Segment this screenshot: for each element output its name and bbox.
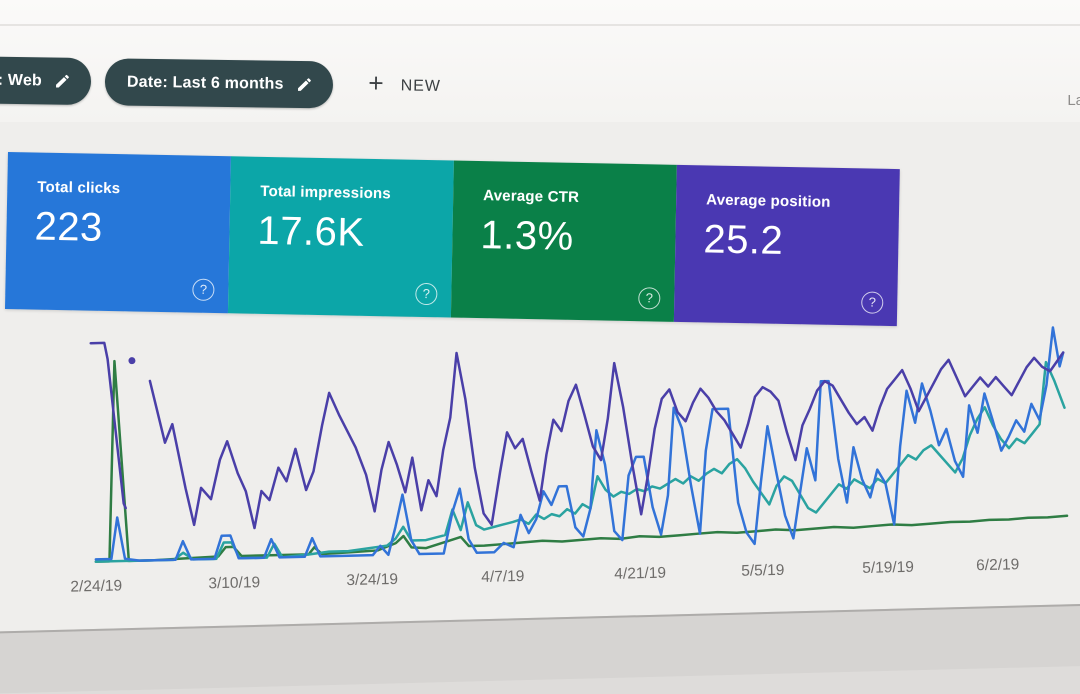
metric-card-value: 1.3% — [480, 213, 575, 259]
metric-card-average-ctr[interactable]: Average CTR 1.3% ? — [450, 160, 677, 322]
metric-card-value: 223 — [34, 204, 104, 250]
truncated-right-text: La — [1067, 92, 1080, 109]
x-axis-label: 2/24/19 — [70, 577, 123, 596]
x-axis-label: 6/2/19 — [975, 556, 1020, 575]
metric-card-total-impressions[interactable]: Total impressions 17.6K ? — [227, 156, 454, 318]
filter-chip-label: Date: Last 6 months — [126, 73, 284, 93]
series-ctr-line — [94, 360, 1066, 563]
metric-card-value: 17.6K — [257, 208, 365, 255]
performance-line-chart — [89, 326, 1069, 563]
help-icon[interactable]: ? — [638, 287, 661, 310]
x-axis-label: 3/10/19 — [208, 574, 261, 593]
metric-card-total-clicks[interactable]: Total clicks 223 ? — [4, 152, 231, 314]
performance-chart-region: 2/24/19 3/10/19 3/24/19 4/7/19 4/21/19 5… — [0, 305, 1080, 630]
series-impressions-line — [94, 359, 1069, 563]
filter-chip-label: type: Web — [0, 70, 43, 89]
new-filter-button-label: NEW — [400, 76, 442, 95]
metric-card-label: Total clicks — [37, 178, 121, 198]
series-position-line — [89, 341, 127, 510]
help-icon[interactable]: ? — [415, 282, 438, 306]
filter-chips-row: type: Web Date: Last 6 months NEW — [0, 56, 441, 110]
series-clicks-line — [94, 326, 1065, 562]
top-header: type: Web Date: Last 6 months NEW La — [0, 0, 1080, 122]
metric-cards-row: Total clicks 223 ? Total impressions 17.… — [4, 152, 900, 327]
header-divider — [0, 24, 1080, 26]
edit-pencil-icon[interactable] — [296, 76, 313, 93]
filter-chip-date-range[interactable]: Date: Last 6 months — [104, 58, 333, 109]
x-axis-label: 3/24/19 — [346, 570, 399, 590]
metric-card-label: Total impressions — [260, 182, 392, 203]
metric-card-average-position[interactable]: Average position 25.2 ? — [673, 164, 900, 327]
metric-card-label: Average CTR — [483, 187, 580, 206]
x-axis-label: 4/21/19 — [614, 564, 667, 583]
isolated-data-point — [128, 357, 136, 365]
plus-icon — [364, 72, 386, 99]
filter-chip-search-type[interactable]: type: Web — [0, 56, 92, 106]
edit-pencil-icon[interactable] — [54, 73, 71, 90]
new-filter-button[interactable]: NEW — [364, 72, 441, 100]
metric-card-label: Average position — [706, 191, 831, 211]
x-axis-label: 5/19/19 — [862, 558, 915, 577]
metric-card-value: 25.2 — [703, 217, 784, 263]
help-icon[interactable]: ? — [192, 278, 215, 301]
series-position-line — [148, 351, 1065, 530]
x-axis-label: 5/5/19 — [741, 561, 785, 580]
x-axis-label: 4/7/19 — [481, 567, 525, 586]
